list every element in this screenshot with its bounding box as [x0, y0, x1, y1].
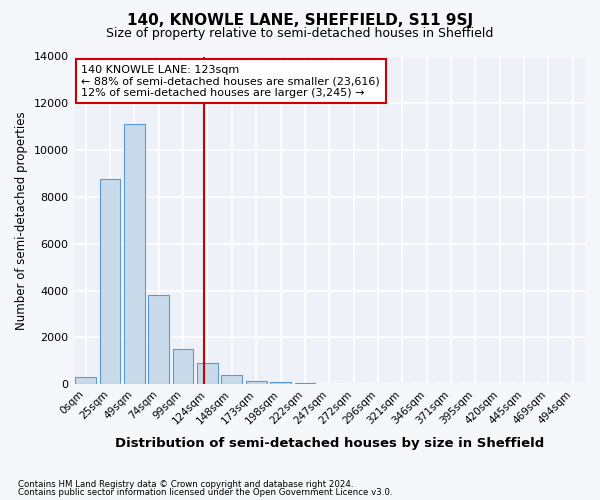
Bar: [124, 124, 145, 384]
Text: Contains HM Land Registry data © Crown copyright and database right 2024.: Contains HM Land Registry data © Crown c…: [18, 480, 353, 489]
Text: Size of property relative to semi-detached houses in Sheffield: Size of property relative to semi-detach…: [106, 28, 494, 40]
Bar: [100, 180, 121, 384]
Text: Contains public sector information licensed under the Open Government Licence v3: Contains public sector information licen…: [18, 488, 392, 497]
Bar: [246, 381, 266, 384]
Bar: [270, 382, 291, 384]
Bar: [221, 375, 242, 384]
Y-axis label: Number of semi-detached properties: Number of semi-detached properties: [15, 111, 28, 330]
Bar: [173, 349, 193, 384]
Bar: [197, 363, 218, 384]
Text: 140 KNOWLE LANE: 123sqm
← 88% of semi-detached houses are smaller (23,616)
12% o: 140 KNOWLE LANE: 123sqm ← 88% of semi-de…: [81, 64, 380, 98]
Bar: [148, 295, 169, 384]
Text: 140, KNOWLE LANE, SHEFFIELD, S11 9SJ: 140, KNOWLE LANE, SHEFFIELD, S11 9SJ: [127, 12, 473, 28]
Bar: [76, 377, 96, 384]
X-axis label: Distribution of semi-detached houses by size in Sheffield: Distribution of semi-detached houses by …: [115, 437, 544, 450]
Bar: [295, 383, 315, 384]
